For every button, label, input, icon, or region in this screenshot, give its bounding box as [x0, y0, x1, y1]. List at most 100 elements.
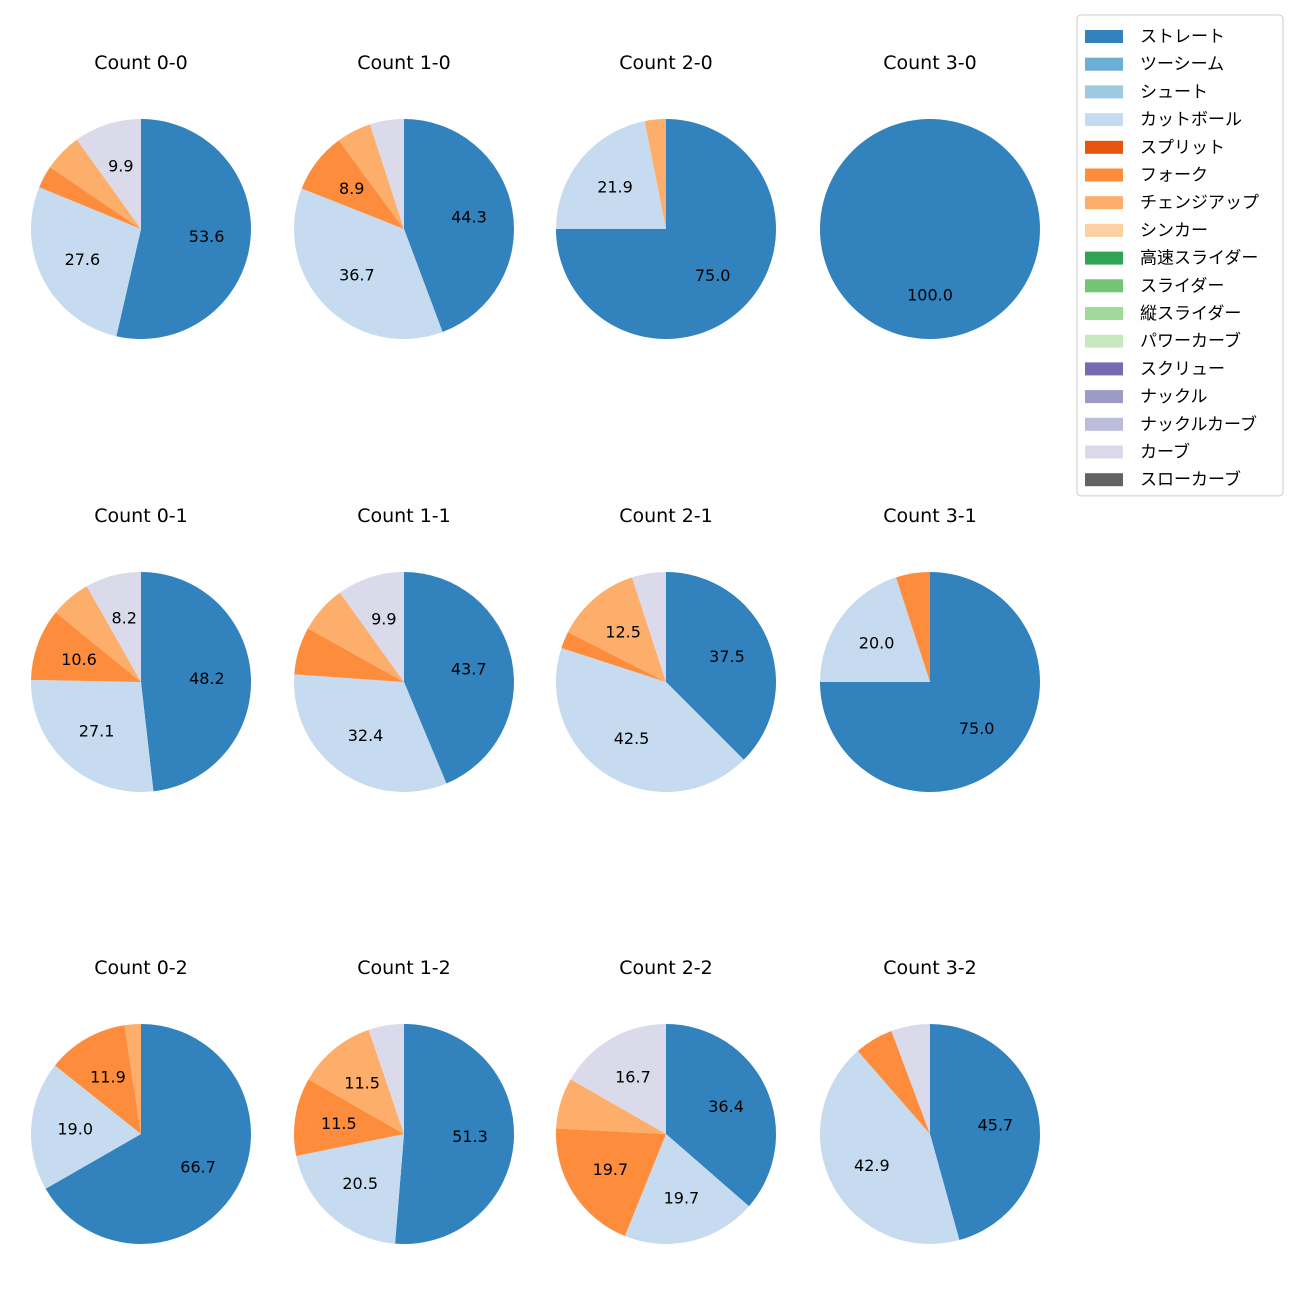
- slice-label: 27.1: [79, 721, 115, 740]
- legend-swatch: [1085, 140, 1123, 154]
- pie-count-3-0: Count 3-0 100.0: [820, 52, 1040, 339]
- pie-slice: [857, 1030, 930, 1134]
- legend-label: シンカー: [1140, 221, 1208, 241]
- slice-label: 16.7: [615, 1067, 651, 1086]
- pie-slice: [820, 1051, 960, 1245]
- legend-label: ストレート: [1140, 27, 1225, 47]
- pie-count-2-0: Count 2-0 75.0 21.9: [556, 52, 776, 339]
- slice-label: 11.9: [90, 1067, 126, 1086]
- pie-slice: [301, 140, 404, 229]
- legend-swatch: [1085, 57, 1123, 71]
- slice-label: 19.7: [593, 1160, 629, 1179]
- pie-slice: [141, 572, 252, 792]
- slice-label: 75.0: [695, 266, 731, 285]
- legend-label: ナックル: [1140, 387, 1208, 407]
- pie-slice: [338, 124, 404, 229]
- slice-label: 11.5: [321, 1114, 357, 1133]
- pie-slice: [891, 1024, 930, 1134]
- slice-label: 37.5: [709, 647, 745, 666]
- slice-label: 8.2: [111, 609, 136, 628]
- legend-swatch: [1085, 417, 1123, 431]
- slice-label: 27.6: [65, 250, 101, 269]
- pie-slice: [666, 1024, 776, 1207]
- pie-slice: [30, 1065, 142, 1189]
- pie-slice: [31, 612, 141, 682]
- slice-label: 21.9: [597, 178, 633, 197]
- legend-swatch: [1085, 196, 1123, 210]
- legend: ストレートツーシームシュートカットボールスプリットフォークチェンジアップシンカー…: [1076, 14, 1284, 497]
- pie-count-1-2: Count 1-2 51.3 20.5 11.5 11.5: [294, 957, 515, 1244]
- pie-title: Count 2-2: [619, 957, 713, 979]
- legend-label: スローカーブ: [1140, 469, 1241, 490]
- slice-label: 20.5: [342, 1174, 378, 1193]
- legend-label: スプリット: [1140, 138, 1225, 158]
- legend-label: カットボール: [1140, 110, 1242, 130]
- pie-title: Count 3-1: [883, 505, 977, 527]
- legend-swatch: [1085, 473, 1123, 487]
- pie-title: Count 1-0: [357, 52, 451, 74]
- pie-title: Count 3-2: [883, 957, 977, 979]
- pie-slice: [339, 572, 404, 682]
- legend-swatch: [1085, 85, 1123, 99]
- pie-slice: [39, 167, 141, 229]
- pie-title: Count 0-0: [94, 52, 188, 74]
- legend-swatch: [1085, 334, 1123, 348]
- legend-label: カーブ: [1140, 442, 1190, 463]
- legend-swatch: [1085, 113, 1123, 127]
- legend-label: スクリュー: [1140, 359, 1225, 379]
- pie-count-3-1: Count 3-1 75.0 20.0: [820, 505, 1040, 792]
- legend-label: シュート: [1140, 82, 1208, 102]
- pie-slice: [556, 121, 666, 229]
- legend-swatch: [1085, 307, 1123, 320]
- slice-label: 9.9: [371, 610, 396, 629]
- legend-swatch: [1085, 390, 1123, 404]
- pie-count-0-2: Count 0-2 66.7 19.0 11.9: [30, 957, 251, 1244]
- pie-title: Count 0-1: [94, 505, 188, 527]
- slice-label: 36.7: [339, 266, 375, 285]
- slice-label: 75.0: [959, 719, 995, 738]
- legend-swatch: [1085, 30, 1123, 43]
- pie-count-1-1: Count 1-1 43.7 32.4 9.9: [293, 505, 514, 792]
- pie-slice: [307, 592, 404, 682]
- pie-slice: [561, 632, 666, 682]
- pie-slice: [570, 1024, 666, 1134]
- slice-label: 19.7: [664, 1189, 700, 1208]
- slice-label: 12.5: [605, 622, 641, 641]
- slice-label: 43.7: [451, 660, 487, 679]
- slice-label: 66.7: [180, 1158, 216, 1177]
- pie-slice: [395, 1024, 515, 1244]
- pie-count-0-1: Count 0-1 48.2 27.1 10.6 8.2: [31, 505, 252, 793]
- legend-label: チェンジアップ: [1140, 193, 1259, 213]
- slice-label: 10.6: [61, 650, 97, 669]
- slice-label: 42.9: [854, 1156, 890, 1175]
- slice-label: 9.9: [108, 157, 133, 176]
- pie-slice: [50, 139, 141, 229]
- legend-swatch: [1085, 279, 1123, 293]
- pie-title: Count 2-1: [619, 505, 713, 527]
- slice-label: 44.3: [451, 208, 487, 227]
- legend-swatch: [1085, 445, 1123, 459]
- pie-slice: [368, 1024, 404, 1134]
- legend-swatch: [1085, 223, 1123, 237]
- legend-swatch: [1085, 362, 1123, 376]
- pie-title: Count 2-0: [619, 52, 713, 74]
- pie-slice: [294, 1079, 404, 1156]
- pie-title: Count 3-0: [883, 52, 977, 74]
- pie-slice: [666, 572, 776, 760]
- legend-label: パワーカーブ: [1140, 331, 1241, 352]
- pie-slice: [55, 586, 141, 682]
- slice-label: 19.0: [57, 1120, 93, 1139]
- slice-label: 51.3: [452, 1127, 488, 1146]
- legend-swatch: [1085, 168, 1123, 182]
- pie-slice: [896, 572, 930, 682]
- pie-slice: [555, 648, 744, 792]
- slice-label: 8.9: [339, 179, 364, 198]
- pie-slice: [76, 119, 141, 229]
- legend-swatch: [1085, 251, 1123, 265]
- pie-slice: [556, 1079, 666, 1134]
- pie-slice: [930, 1024, 1041, 1241]
- pie-slice: [293, 674, 447, 792]
- pie-count-1-0: Count 1-0 44.3 36.7 8.9: [293, 52, 514, 340]
- pie-slice: [624, 1134, 749, 1245]
- pie-slice: [45, 1024, 251, 1244]
